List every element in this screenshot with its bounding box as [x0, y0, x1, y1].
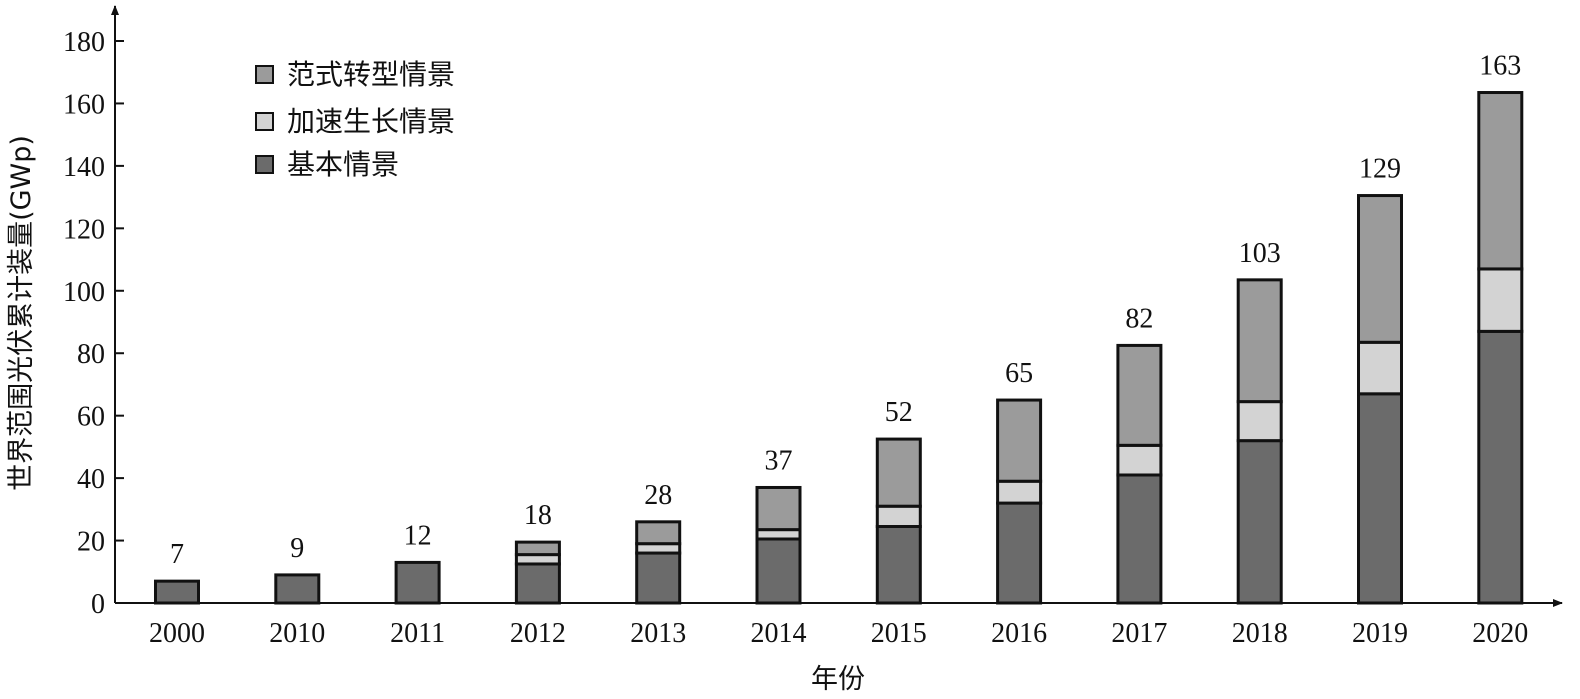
x-tick-label-2011: 2011: [390, 618, 445, 649]
total-label-2020: 163: [1479, 51, 1521, 82]
x-tick-label-2019: 2019: [1352, 618, 1408, 649]
legend-label-paradigm: 范式转型情景: [287, 58, 455, 91]
bar-segment-0-2018: [1236, 439, 1283, 605]
bar-segment-0-2016: [996, 501, 1043, 605]
bar-segment-0-2012: [514, 562, 561, 605]
bar-segment-0-2000: [154, 579, 200, 605]
bar-segment-1-2016: [996, 479, 1043, 505]
bar-segment-1-2017: [1116, 443, 1163, 477]
total-label-2014: 37: [765, 445, 793, 476]
bar-segment-2-2016: [996, 398, 1043, 483]
x-tick-label-2013: 2013: [630, 618, 686, 649]
x-axis-title: 年份: [811, 664, 865, 695]
y-tick-label: 120: [63, 214, 105, 245]
bar-segment-0-2013: [635, 551, 682, 605]
bar-segment-2-2020: [1477, 91, 1524, 271]
total-label-2018: 103: [1239, 238, 1281, 269]
x-tick-label-2015: 2015: [871, 618, 927, 649]
x-tick-label-2016: 2016: [991, 618, 1047, 649]
bar-segment-1-2020: [1477, 267, 1524, 333]
total-labels-group: 7 9 12 18 28 37 52 65 82 103 129 163: [170, 51, 1521, 571]
bar-segment-2-2019: [1357, 194, 1403, 344]
total-label-2010: 9: [290, 533, 304, 564]
bar-segment-2-2015: [875, 437, 922, 508]
legend-swatch-baseline: [255, 155, 274, 174]
y-tick-label: 60: [77, 402, 105, 433]
y-tick-label: 40: [77, 464, 105, 495]
total-label-2016: 65: [1005, 358, 1033, 389]
y-tick-label: 20: [77, 527, 105, 558]
x-axis-ticks: 2000 2010 2011 2012 2013 2014 2015 2016 2017 2018…: [149, 618, 1528, 649]
total-label-2019: 129: [1359, 154, 1401, 185]
total-label-2013: 28: [644, 480, 672, 511]
x-tick-label-2010: 2010: [269, 618, 325, 649]
y-tick-label: 180: [63, 27, 105, 58]
bar-segment-0-2017: [1116, 473, 1163, 605]
x-tick-label-2018: 2018: [1232, 618, 1288, 649]
total-label-2012: 18: [524, 500, 552, 531]
bar-segment-0-2010: [274, 573, 321, 605]
bar-segment-0-2015: [875, 525, 922, 605]
bar-segment-2-2014: [755, 485, 802, 532]
legend: 范式转型情景 加速生长情景 基本情景: [255, 58, 455, 181]
bar-segment-1-2019: [1357, 340, 1403, 396]
y-axis-title: 世界范围光伏累计装量(GWp): [6, 135, 37, 491]
legend-swatch-paradigm: [255, 65, 274, 84]
y-axis-ticks: 0 20 40 60 80 100 120 140 160 180: [63, 27, 124, 620]
bar-segment-0-2020: [1477, 329, 1524, 605]
y-tick-label: 160: [63, 89, 105, 120]
bar-segment-2-2017: [1116, 343, 1163, 447]
y-tick-label: 100: [63, 277, 105, 308]
legend-label-baseline: 基本情景: [287, 148, 399, 181]
total-label-2011: 12: [404, 520, 432, 551]
bar-segment-2-2018: [1236, 278, 1283, 404]
x-tick-label-2012: 2012: [510, 618, 566, 649]
x-tick-label-2017: 2017: [1111, 618, 1167, 649]
bar-segment-0-2011: [394, 560, 441, 605]
x-tick-label-2014: 2014: [751, 618, 807, 649]
bar-segment-1-2015: [875, 504, 922, 529]
bar-segment-2-2012: [514, 540, 561, 557]
bar-segment-0-2014: [755, 537, 802, 605]
x-tick-label-2020: 2020: [1472, 618, 1528, 649]
y-tick-label: 80: [77, 339, 105, 370]
y-tick-label: 140: [63, 152, 105, 183]
total-label-2000: 7: [170, 539, 184, 570]
bar-segment-2-2013: [635, 520, 682, 546]
x-tick-label-2000: 2000: [149, 618, 205, 649]
bar-segment-0-2019: [1357, 392, 1403, 605]
total-label-2015: 52: [885, 397, 913, 428]
y-tick-label: 0: [91, 589, 105, 620]
bars-group: [154, 91, 1524, 605]
legend-label-accelerated: 加速生长情景: [287, 105, 455, 138]
bar-segment-1-2018: [1236, 400, 1283, 443]
legend-swatch-accelerated: [255, 112, 274, 131]
total-label-2017: 82: [1125, 303, 1153, 334]
